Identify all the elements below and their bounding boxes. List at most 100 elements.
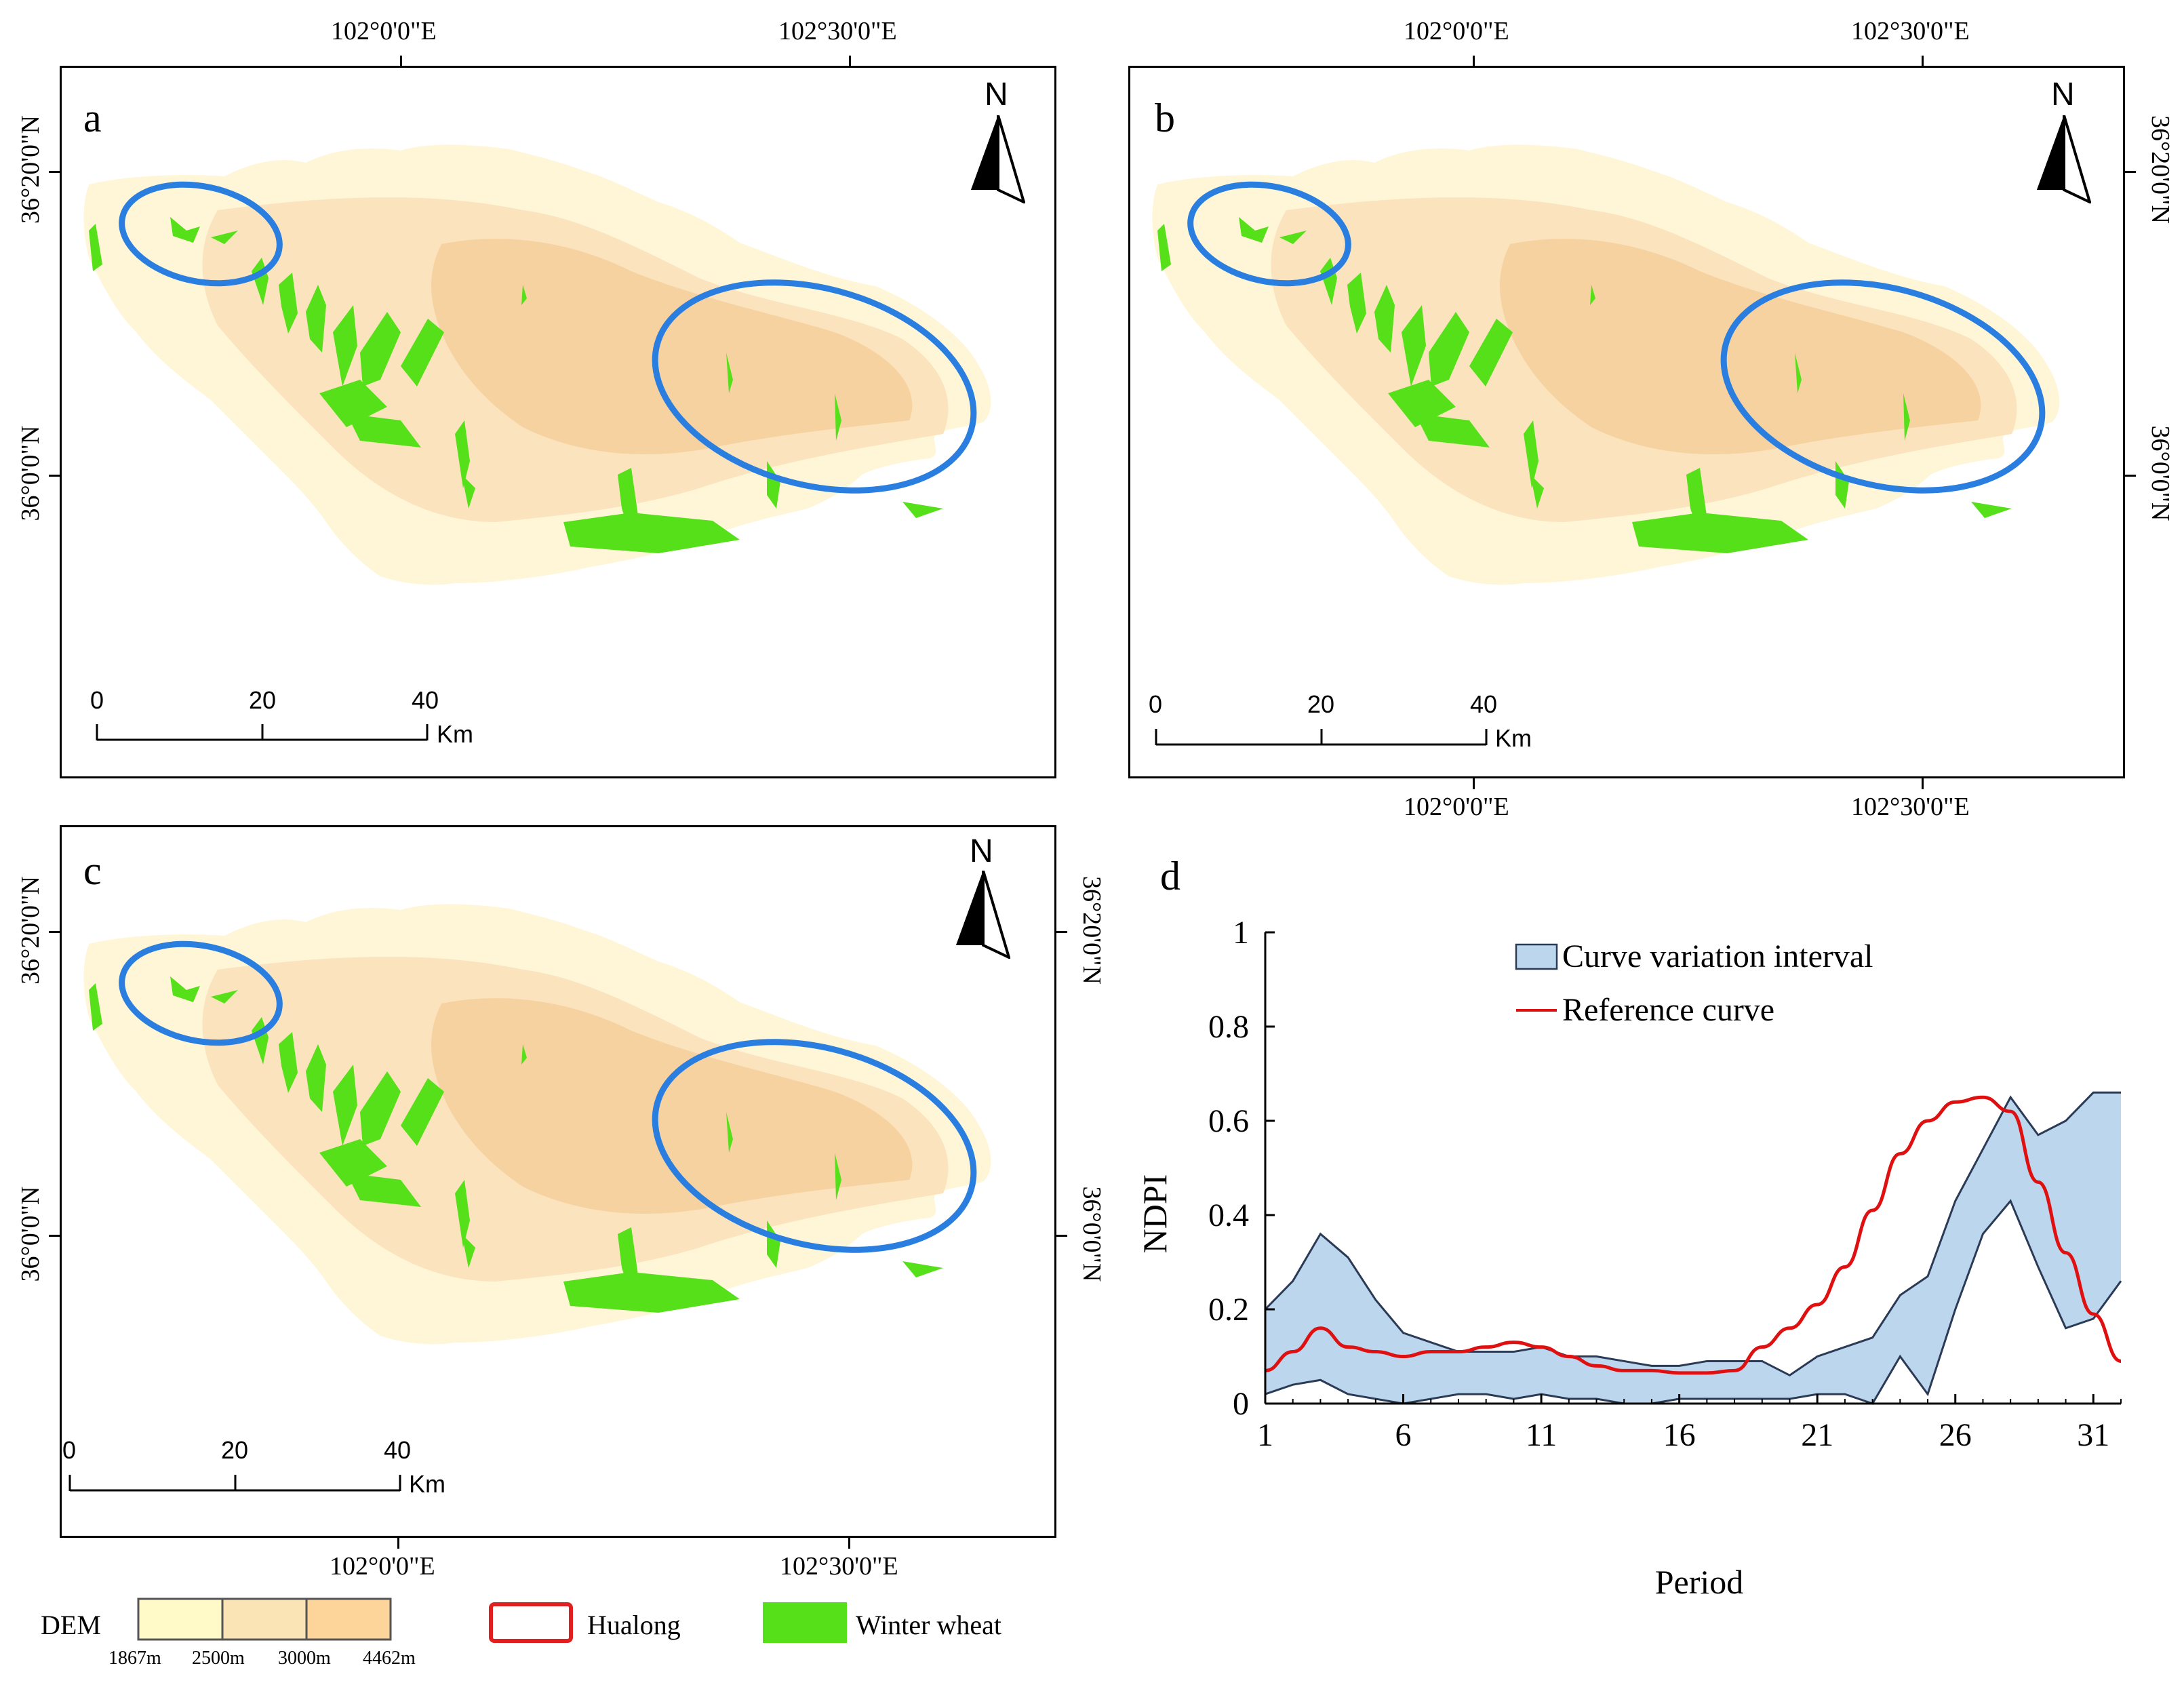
winter-wheat-patch bbox=[902, 1261, 943, 1277]
tick-mark bbox=[49, 475, 60, 477]
left-lat-label-c-2: 36°0'0"N bbox=[16, 1186, 45, 1282]
dem-high-zone bbox=[431, 239, 913, 454]
right-lat-label-c-2: 36°0'0"N bbox=[1077, 1186, 1106, 1282]
dem-legend-ramp bbox=[137, 1597, 392, 1641]
highlight-ellipse-northwest bbox=[119, 181, 283, 287]
y-tick-label: 0.4 bbox=[1208, 1197, 1249, 1233]
y-tick-label: 0.8 bbox=[1208, 1009, 1249, 1045]
winter-wheat-patch bbox=[89, 983, 102, 1031]
winter-wheat-patch bbox=[521, 285, 527, 305]
highlight-ellipse-east bbox=[1720, 279, 2046, 494]
tick-mark bbox=[1473, 56, 1475, 66]
bottom-lon-label-c-2: 102°30'0"E bbox=[780, 1552, 898, 1581]
y-tick-label: 0 bbox=[1233, 1386, 1249, 1422]
highlight-ellipse-northwest bbox=[119, 940, 283, 1046]
hualong-region-map bbox=[83, 144, 991, 585]
north-arrow-icon bbox=[2037, 115, 2091, 203]
winter-wheat-patch bbox=[333, 1065, 357, 1146]
scale-bar-c bbox=[68, 1475, 401, 1492]
bottom-lon-label-b-1: 102°0'0"E bbox=[1404, 793, 1509, 821]
tick-mark bbox=[1922, 56, 1924, 66]
bottom-lon-label-c-1: 102°0'0"E bbox=[330, 1552, 435, 1581]
hualong-legend-label: Hualong bbox=[587, 1610, 681, 1640]
panel-c-map bbox=[83, 904, 991, 1345]
left-lat-label-c-1: 36°20'0"N bbox=[16, 876, 45, 985]
tick-mark bbox=[49, 931, 60, 933]
scale-tick-label-c-20: 20 bbox=[221, 1436, 249, 1464]
north-label-c: N bbox=[970, 833, 993, 869]
dem-legend-label: DEM bbox=[41, 1610, 101, 1640]
winter-wheat-patch bbox=[1239, 217, 1269, 243]
winter-wheat-patch bbox=[1429, 312, 1469, 386]
winter-wheat-patch bbox=[319, 1139, 387, 1187]
panel-letter-d: d bbox=[1160, 854, 1180, 898]
winter-wheat-patch bbox=[1632, 513, 1808, 553]
tick-mark bbox=[49, 171, 60, 173]
x-tick-label: 6 bbox=[1395, 1417, 1412, 1453]
tick-mark bbox=[1056, 1235, 1067, 1237]
y-tick-label: 1 bbox=[1233, 915, 1249, 951]
tick-mark bbox=[849, 56, 851, 66]
scale-bar-b bbox=[1155, 729, 1488, 746]
winter-wheat-patch bbox=[726, 1112, 733, 1153]
panel-a-map bbox=[83, 144, 991, 585]
winter-wheat-patch bbox=[346, 414, 421, 448]
winter-wheat-patch bbox=[1530, 475, 1544, 509]
tick-mark bbox=[49, 1235, 60, 1237]
winter-wheat-patch bbox=[401, 319, 444, 386]
y-tick-label: 0.6 bbox=[1208, 1103, 1249, 1139]
winter-wheat-patch bbox=[563, 513, 740, 553]
winter-wheat-patch bbox=[1903, 393, 1910, 441]
winter-wheat-patch bbox=[455, 1180, 470, 1248]
x-tick-label: 26 bbox=[1939, 1417, 1972, 1453]
hualong-region-map bbox=[83, 904, 991, 1345]
dem-break-3: 3000m bbox=[278, 1648, 331, 1669]
winter-wheat-patch bbox=[279, 273, 298, 334]
x-axis-title: Period bbox=[1655, 1563, 1744, 1601]
north-arrow-icon bbox=[956, 871, 1010, 959]
winter-wheat-patch bbox=[462, 1234, 475, 1268]
winter-wheat-patch bbox=[279, 1032, 298, 1093]
winter-wheat-patch bbox=[1590, 285, 1595, 305]
top-lon-label-a-2: 102°30'0"E bbox=[778, 17, 897, 45]
right-lat-label-b-2: 36°0'0"N bbox=[2146, 425, 2175, 521]
scale-bar-a bbox=[96, 724, 429, 741]
scale-unit-a: Km bbox=[437, 720, 473, 748]
tick-mark bbox=[1056, 931, 1067, 933]
top-lon-label-a-1: 102°0'0"E bbox=[331, 17, 437, 45]
winter-wheat-patch bbox=[170, 217, 200, 243]
scale-tick-label-c-0: 0 bbox=[62, 1436, 77, 1464]
top-lon-label-b-2: 102°30'0"E bbox=[1851, 17, 1970, 45]
scale-tick-label-c-40: 40 bbox=[384, 1436, 412, 1464]
winter-wheat-patch bbox=[1157, 224, 1171, 271]
y-tick-label: 0.2 bbox=[1208, 1292, 1249, 1328]
highlight-ellipse-northwest bbox=[1187, 181, 1351, 287]
panel-letter-b: b bbox=[1155, 96, 1175, 140]
winter-wheat-patch bbox=[1795, 353, 1802, 393]
winter-wheat-patch bbox=[170, 976, 200, 1002]
dem-high-zone bbox=[1500, 239, 1981, 454]
north-label-b: N bbox=[2051, 77, 2075, 113]
winter-wheat-patch bbox=[521, 1044, 527, 1065]
winter-wheat-patch bbox=[1279, 231, 1307, 244]
winter-wheat-patch bbox=[726, 353, 733, 393]
winter-wheat-patch bbox=[211, 231, 238, 244]
tick-mark bbox=[1922, 778, 1924, 789]
panel-letter-c: c bbox=[83, 848, 102, 893]
variation-band bbox=[1265, 1092, 2121, 1404]
dem-class-3-swatch bbox=[305, 1597, 392, 1641]
winter-wheat-patch bbox=[306, 285, 326, 353]
winter-wheat-patch bbox=[89, 224, 102, 271]
winter-wheat-patch bbox=[1388, 380, 1456, 427]
north-label-a: N bbox=[985, 77, 1008, 113]
winter-wheat-patch bbox=[462, 475, 475, 509]
winter-wheat-legend-swatch bbox=[763, 1602, 847, 1643]
north-arrow-icon bbox=[971, 115, 1025, 203]
left-lat-label-a-1: 36°20'0"N bbox=[16, 115, 45, 224]
scale-unit-b: Km bbox=[1495, 724, 1532, 752]
winter-wheat-patch bbox=[346, 1173, 421, 1207]
tick-mark bbox=[397, 1538, 399, 1549]
tick-mark bbox=[400, 56, 402, 66]
winter-wheat-patch bbox=[1347, 273, 1366, 334]
winter-wheat-patch bbox=[902, 502, 943, 518]
